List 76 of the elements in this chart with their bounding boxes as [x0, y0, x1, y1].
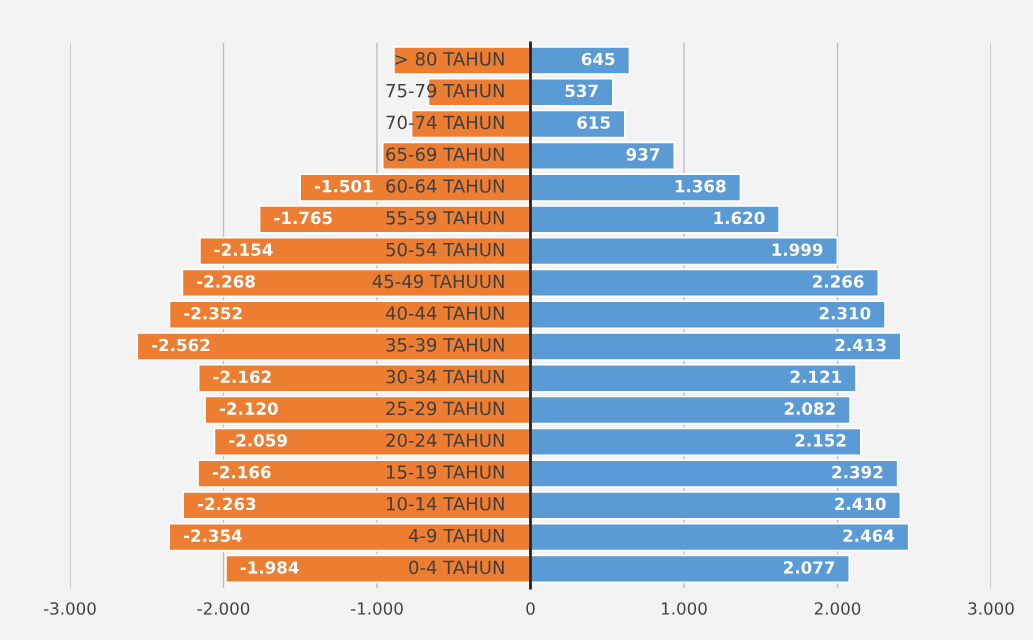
bar [529, 205, 781, 234]
data-label: -2.154 [214, 243, 273, 256]
bar [529, 395, 851, 425]
bar [529, 459, 899, 488]
bar [197, 459, 532, 488]
data-label: 2.310 [819, 306, 871, 320]
x-tick-label: 2.000 [814, 602, 861, 615]
bar [529, 491, 902, 520]
bar [529, 332, 902, 361]
y-tick-label: 10-14 TAHUN [387, 496, 504, 511]
bar [168, 522, 532, 552]
bar [529, 300, 886, 330]
bar [182, 491, 532, 520]
data-label: -1.984 [240, 561, 299, 574]
x-tick-label: -2.000 [197, 602, 250, 615]
bar [529, 173, 742, 202]
data-label: 615 [577, 116, 610, 129]
bar [529, 363, 857, 393]
y-tick-label: 50-54 TAHUN [386, 242, 504, 257]
y-tick-label: 60-64 TAHUN [386, 179, 504, 193]
data-label: -2.263 [197, 497, 256, 511]
y-tick-label: 30-34 TAHUN [386, 369, 504, 384]
data-label: 2.413 [835, 338, 886, 352]
data-label: -1.765 [274, 211, 332, 225]
bar [529, 46, 631, 75]
data-label: -2.166 [212, 465, 271, 479]
bar [529, 522, 910, 552]
x-tick-label: 3.000 [968, 602, 1014, 615]
x-tick-label: 0 [526, 602, 535, 615]
y-tick-label: 0-4 TAHUN [409, 560, 504, 575]
bar [168, 300, 532, 330]
y-tick-label: 40-44 TAHUN [385, 306, 504, 320]
bar [136, 332, 532, 361]
bar [529, 141, 676, 171]
bar [197, 363, 532, 393]
y-tick-label: > 80 TAHUN [395, 52, 504, 66]
y-tick-label: 20-24 TAHUN [386, 433, 504, 448]
bar [529, 268, 880, 298]
data-label: 2.410 [835, 497, 886, 511]
data-label: 2.266 [813, 275, 864, 288]
y-tick-label: 45-49 TAHUUN [372, 274, 504, 289]
data-label: 2.464 [843, 529, 895, 542]
y-tick-label: 4-9 TAHUN [408, 528, 504, 543]
bar [213, 427, 532, 457]
x-tick-label: -3.000 [43, 602, 96, 615]
data-label: -2.562 [152, 338, 210, 352]
y-tick-label: 25-29 TAHUN [386, 401, 504, 416]
data-label: 2.082 [784, 402, 835, 415]
data-label: 1.368 [675, 179, 726, 193]
x-tick-label: -1.000 [350, 602, 403, 615]
data-label: 2.077 [784, 561, 835, 574]
bar [529, 427, 862, 457]
y-tick-label: 55-59 TAHUN [386, 210, 504, 225]
data-label: -1.501 [314, 179, 373, 193]
data-label: 537 [565, 84, 598, 98]
y-tick-label: 15-19 TAHUN [387, 465, 504, 479]
data-label: 2.392 [832, 465, 883, 479]
x-tick-label: 1.000 [661, 602, 707, 615]
data-label: -2.162 [213, 370, 271, 384]
data-label: 645 [581, 52, 615, 66]
bar [258, 205, 532, 234]
bar [529, 77, 614, 107]
y-tick-label: 65-69 TAHUN [386, 147, 504, 162]
data-label: -2.268 [197, 275, 255, 288]
data-label: -2.120 [219, 402, 278, 415]
data-label: -2.352 [184, 306, 242, 320]
y-tick-label: 35-39 TAHUN [386, 338, 504, 352]
data-label: 2.152 [795, 434, 846, 447]
bar [529, 554, 851, 584]
data-label: 937 [626, 148, 660, 161]
data-label: -2.059 [229, 434, 287, 447]
data-label: -2.354 [183, 529, 242, 542]
data-label: 1.620 [714, 211, 765, 225]
bar [529, 236, 839, 266]
data-label: 1.999 [772, 243, 823, 256]
data-label: 2.121 [790, 370, 842, 383]
